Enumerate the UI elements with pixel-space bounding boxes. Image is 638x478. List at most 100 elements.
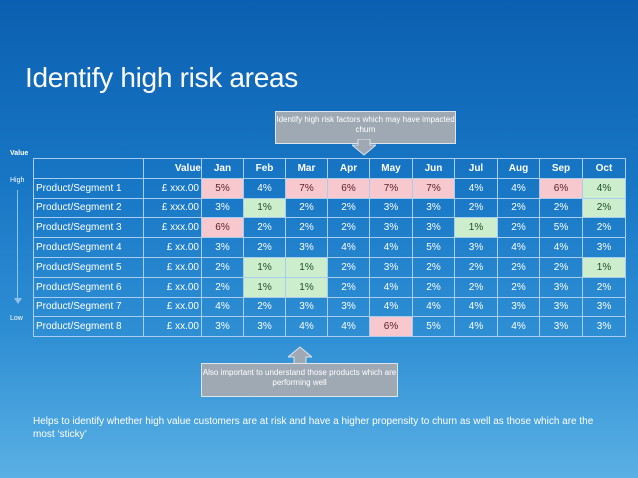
column-header: Jul [454,158,498,179]
churn-rate-cell: 3% [582,237,626,258]
table-row: Product/Segment 8 £ xx.00 3% 3% 4% 4% 6% 5% 4% 4%… [33,316,626,338]
churn-rate-cell: 2% [243,296,286,318]
churn-rate-cell: 2% [497,256,540,278]
table-row: Product/Segment 1 £ xxx.00 5% 4% 7% 6% 7% 7% 4% 4… [33,177,626,199]
segment-name: Product/Segment 7 [33,296,144,318]
churn-rate-cell: 5% [412,237,455,258]
churn-rate-cell: 2% [539,256,583,278]
churn-rate-cell: 5% [412,316,455,338]
churn-rate-cell: 2% [582,217,626,239]
churn-rate-cell: 3% [327,296,370,318]
churn-rate-cell: 4% [454,296,498,318]
segment-value: £ xxx.00 [143,197,202,219]
value-scale-line [17,190,18,300]
churn-rate-cell: 4% [454,316,498,338]
churn-rate-cell: 1% [454,217,498,239]
churn-rate-cell: 4% [412,296,455,318]
segment-value: £ xxx.00 [143,177,202,199]
churn-rate-cell: 3% [369,217,413,239]
churn-rate-cell: 2% [327,217,370,239]
segment-value: £ xx.00 [143,256,202,278]
churn-rate-cell: 3% [285,237,328,258]
churn-rate-cell: 1% [243,256,286,278]
column-header: Mar [285,158,328,179]
churn-rate-cell: 4% [497,177,540,199]
churn-rate-cell: 2% [582,276,626,298]
churn-rate-cell: 2% [539,197,583,219]
churn-rate-cell: 2% [327,276,370,298]
segment-name: Product/Segment 4 [33,237,144,258]
column-header: Oct [582,158,626,179]
churn-rate-cell: 2% [454,256,498,278]
segment-value: £ xx.00 [143,296,202,318]
churn-rate-cell: 1% [285,256,328,278]
column-header: Feb [243,158,286,179]
churn-rate-cell: 4% [369,237,413,258]
header-blank [33,158,144,179]
column-header: Apr [327,158,370,179]
churn-rate-cell: 4% [327,316,370,338]
column-header: May [369,158,413,179]
churn-rate-cell: 2% [412,256,455,278]
segment-name: Product/Segment 5 [33,256,144,278]
column-header: Value [143,158,202,179]
churn-rate-cell: 4% [285,316,328,338]
churn-rate-cell: 1% [582,256,626,278]
churn-rate-cell: 3% [539,316,583,338]
arrow-down-icon [352,139,376,156]
churn-rate-cell: 3% [412,217,455,239]
churn-rate-cell: 2% [243,237,286,258]
arrow-up-icon [288,346,312,364]
churn-rate-cell: 4% [369,296,413,318]
scale-arrow-icon [14,298,22,304]
churn-rate-cell: 7% [285,177,328,199]
churn-rate-cell: 4% [454,177,498,199]
value-axis-label: Value [10,150,29,157]
table-header-row: Value Jan Feb Mar Apr May Jun Jul Aug Sep Oct [33,158,626,179]
churn-rate-cell: 3% [582,296,626,318]
column-header: Sep [539,158,583,179]
churn-rate-cell: 4% [582,177,626,199]
high-label: High [10,177,25,184]
churn-rate-cell: 6% [539,177,583,199]
churn-rate-cell: 3% [369,197,413,219]
churn-rate-cell: 3% [497,296,540,318]
segment-name: Product/Segment 1 [33,177,144,199]
churn-rate-cell: 3% [201,316,244,338]
churn-rate-cell: 3% [454,237,498,258]
low-label: Low [10,315,23,322]
churn-rate-cell: 2% [285,197,328,219]
column-header: Aug [497,158,540,179]
churn-rate-cell: 2% [454,276,498,298]
churn-rate-cell: 3% [201,197,244,219]
segment-value: £ xxx.00 [143,217,202,239]
churn-table: Value Jan Feb Mar Apr May Jun Jul Aug Sep Oct Prod… [33,158,626,338]
churn-rate-cell: 4% [539,237,583,258]
churn-rate-cell: 4% [243,177,286,199]
churn-rate-cell: 7% [412,177,455,199]
churn-rate-cell: 2% [243,217,286,239]
churn-rate-cell: 4% [497,237,540,258]
churn-rate-cell: 3% [539,276,583,298]
column-header: Jan [201,158,244,179]
table-row: Product/Segment 2 £ xxx.00 3% 1% 2% 2% 3% 3% 2% 2… [33,197,626,219]
churn-rate-cell: 1% [243,197,286,219]
churn-rate-cell: 1% [243,276,286,298]
churn-rate-cell: 2% [201,256,244,278]
churn-rate-cell: 5% [201,177,244,199]
callout-performing-well: Also important to understand those produ… [201,363,398,397]
churn-rate-cell: 3% [243,316,286,338]
segment-value: £ xx.00 [143,276,202,298]
churn-rate-cell: 2% [454,197,498,219]
churn-rate-cell: 3% [539,296,583,318]
churn-rate-cell: 4% [497,316,540,338]
churn-rate-cell: 2% [201,276,244,298]
churn-rate-cell: 6% [327,177,370,199]
table-row: Product/Segment 6 £ xx.00 2% 1% 1% 2% 4% 2% 2% 2%… [33,276,626,298]
table-row: Product/Segment 7 £ xx.00 4% 2% 3% 3% 4% 4% 4% 3%… [33,296,626,318]
table-row: Product/Segment 5 £ xx.00 2% 1% 1% 2% 3% 2% 2% 2%… [33,256,626,278]
churn-rate-cell: 3% [285,296,328,318]
churn-rate-cell: 2% [327,256,370,278]
footer-note: Helps to identify whether high value cus… [33,416,594,440]
churn-rate-cell: 7% [369,177,413,199]
